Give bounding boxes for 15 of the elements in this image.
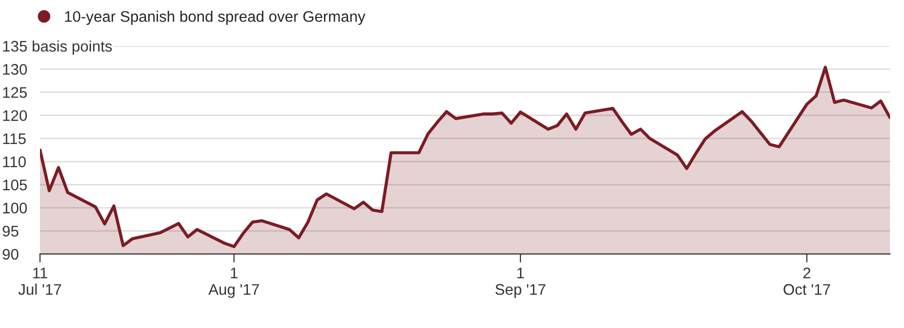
y-tick-label: 90: [2, 248, 18, 260]
x-tick-label: 2 Oct '17: [784, 268, 830, 295]
y-tick-label: 95: [2, 226, 18, 237]
x-tick-label: 1 Aug '17: [208, 268, 259, 298]
y-tick-label: 115: [3, 133, 26, 144]
y-tick-label: 100: [3, 202, 27, 214]
y-tick-label: 135 basis points: [3, 40, 112, 55]
legend-label: 10-year Spanish bond spread over Germany: [65, 10, 366, 25]
x-tick-label: 1 Sep '17: [495, 268, 546, 298]
y-tick-label: 105: [3, 180, 27, 190]
x-tick-label: 11 Jul '17: [18, 268, 62, 295]
y-tick-label: 130: [3, 64, 27, 75]
y-tick-label: 110: [3, 156, 26, 168]
y-tick-label: 120: [3, 110, 27, 122]
y-tick-label: 125: [3, 87, 27, 98]
